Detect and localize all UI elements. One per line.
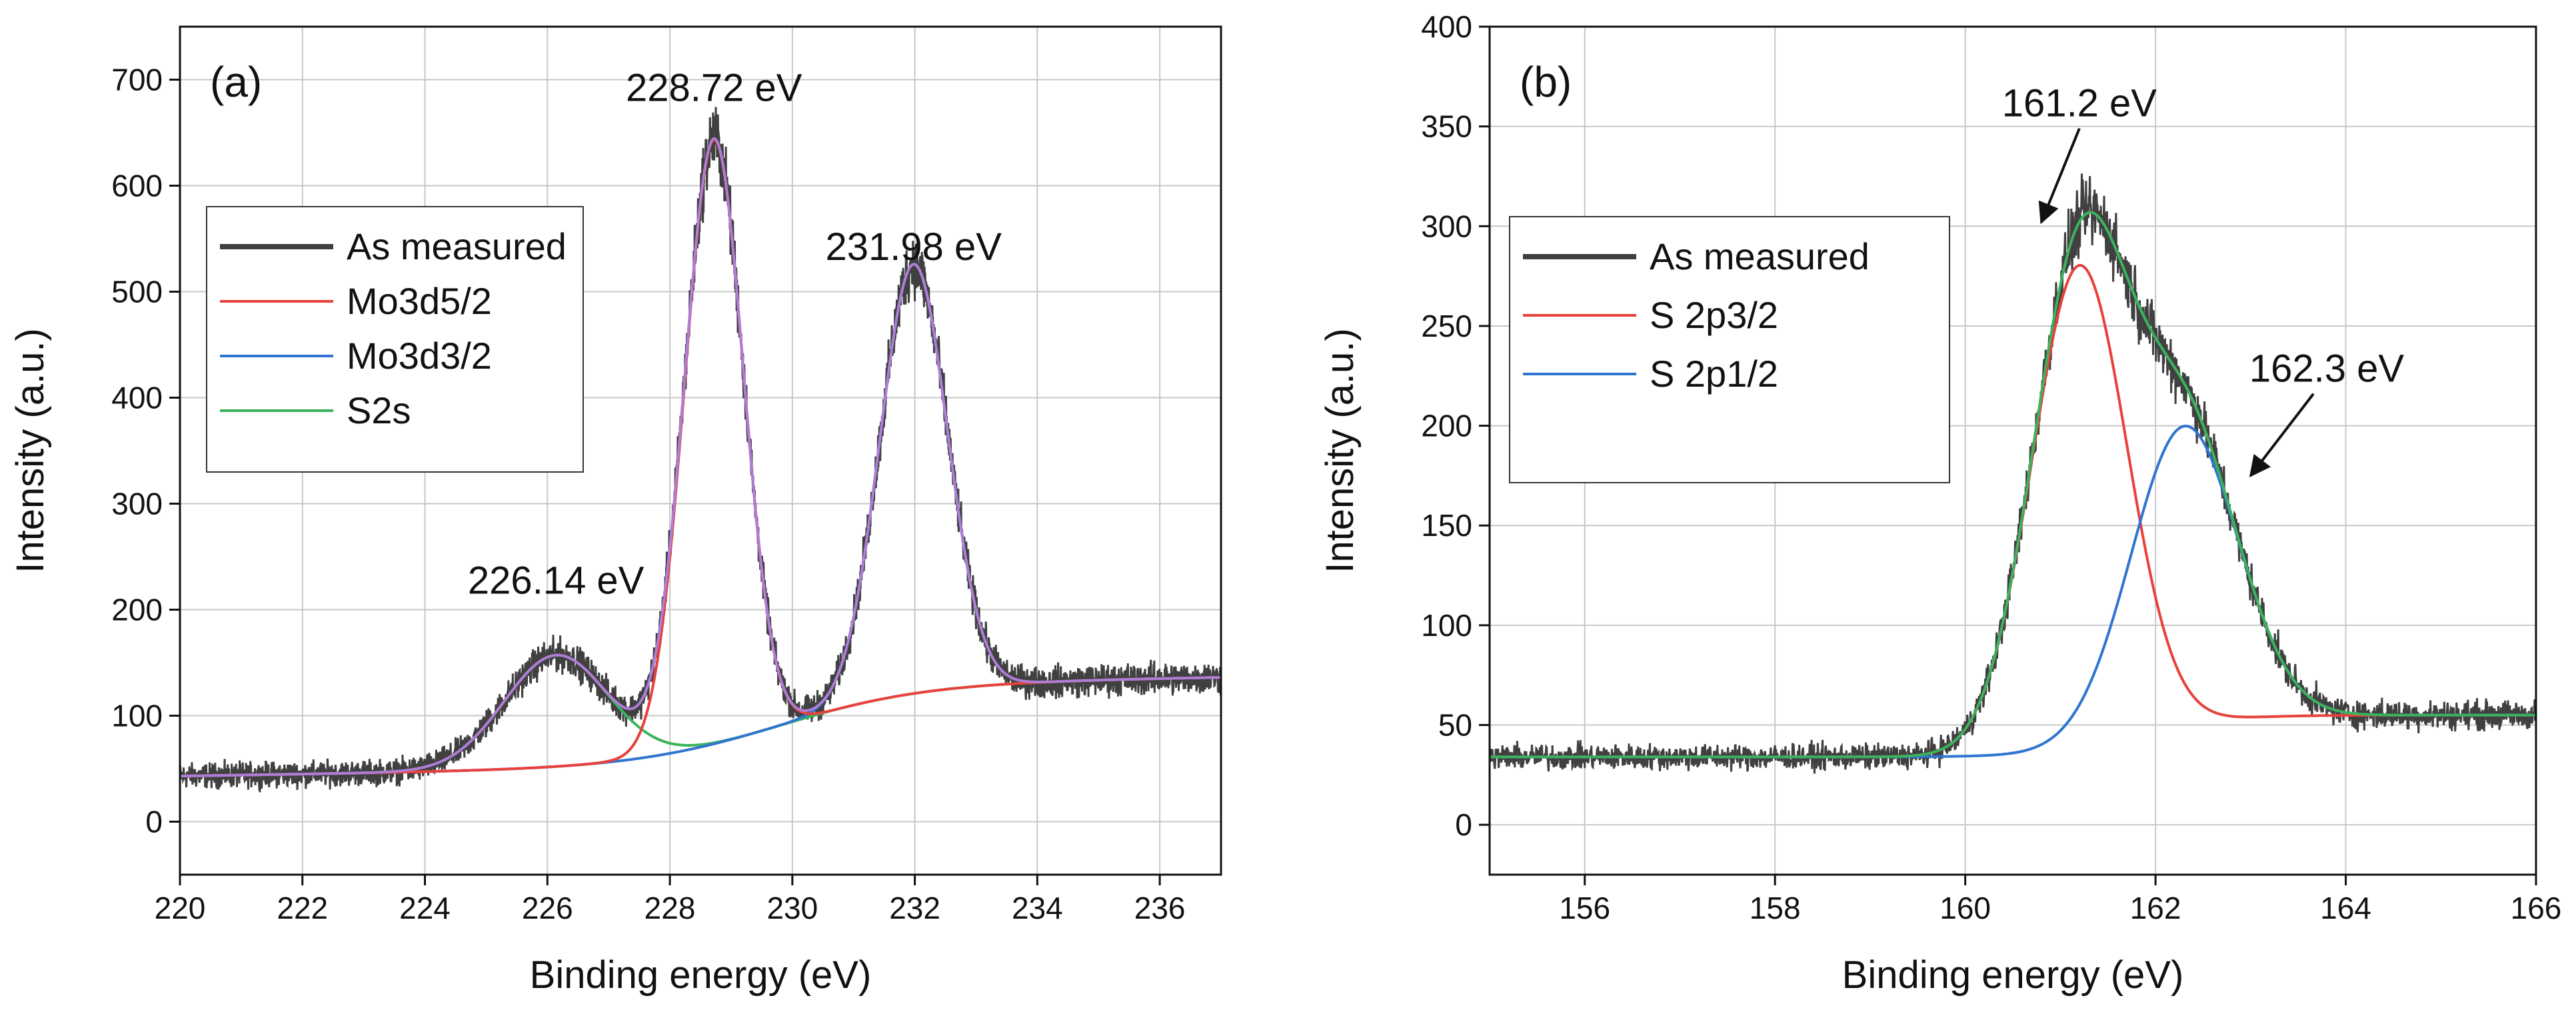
y-tick-label: 500 [111,275,163,309]
y-tick-label: 400 [111,381,163,415]
annotations: 161.2 eV 162.3 eV [2002,82,2405,477]
legend-label: S 2p1/2 [1650,353,1778,395]
legend-label: S 2p3/2 [1650,294,1778,336]
y-tick-label: 100 [111,699,163,733]
plot-frame [179,25,1222,876]
y-tick-label: 300 [111,487,163,521]
plot-area [180,107,1221,793]
axes: 156 158 160 162 164 166 0 50 100 150 200 250 300 350 4… [1421,9,2561,925]
y-tick-label: 350 [1421,109,1472,144]
peak-annotation: 162.3 eV [2249,347,2405,391]
peak-annotation: 161.2 eV [2002,82,2157,125]
x-tick-label: 222 [277,891,328,925]
x-tick-label: 166 [2511,891,2562,925]
measured-data-line [180,107,1221,793]
legend-label: As measured [1650,235,1870,277]
y-tick-label: 200 [111,593,163,627]
x-axis-title: Binding energy (eV) [1842,953,2184,997]
x-axis-title: Binding energy (eV) [530,953,872,997]
axes: 220 222 224 226 228 230 232 234 236 0 100 200 300 400… [111,63,1185,926]
x-tick-label: 158 [1750,891,1801,925]
x-tick-label: 224 [399,891,451,925]
panel-a: 220 222 224 226 228 230 232 234 236 0 100 200 300 400… [9,25,1222,997]
x-tick-label: 160 [1939,891,1991,925]
legend-box [1509,216,1950,483]
y-tick-label: 600 [111,169,163,203]
legend-label: S2s [347,389,411,431]
peak-annotation: 226.14 eV [468,559,644,603]
x-tick-label: 164 [2320,891,2371,925]
panel-label: (a) [210,58,262,106]
y-tick-label: 150 [1421,508,1472,543]
grid [180,27,1221,875]
annotations: 226.14 eV 228.72 eV 231.98 eV [468,66,1002,602]
legend: As measured S 2p3/2 S 2p1/2 [1509,216,1950,483]
envelope-curve [180,137,1221,778]
legend-label: Mo3d5/2 [347,280,492,322]
annotation-arrow [2038,127,2081,225]
peak-annotation: 228.72 eV [626,66,802,109]
x-tick-label: 162 [2130,891,2181,925]
y-tick-label: 700 [111,63,163,97]
y-axis-title: Intensity (a.u.) [9,328,52,573]
y-tick-label: 0 [1455,807,1472,842]
x-tick-label: 236 [1134,891,1186,925]
y-tick-label: 50 [1438,708,1472,743]
x-tick-label: 156 [1559,891,1610,925]
y-tick-label: 200 [1421,409,1472,443]
plot-area [1490,173,2536,774]
legend-box [206,206,584,473]
x-tick-label: 228 [644,891,696,925]
legend: As measured Mo3d5/2 Mo3d3/2 S2s [206,206,584,473]
plot-frame [1488,25,2537,876]
panel-label: (b) [1520,58,1572,106]
x-tick-label: 220 [155,891,206,925]
y-tick-label: 250 [1421,309,1472,343]
envelope-curve [1490,211,2536,759]
y-tick-label: 400 [1421,9,1472,44]
annotation-arrow [2249,393,2315,477]
legend-label: Mo3d3/2 [347,335,492,377]
x-tick-label: 232 [889,891,940,925]
x-tick-label: 230 [766,891,818,925]
peak-annotation: 231.98 eV [826,225,1002,269]
legend-label: As measured [347,225,567,267]
y-axis-title: Intensity (a.u.) [1318,328,1362,573]
x-tick-label: 226 [522,891,573,925]
y-tick-label: 300 [1421,209,1472,243]
y-tick-label: 0 [145,805,163,839]
x-tick-label: 234 [1012,891,1063,925]
y-tick-label: 100 [1421,608,1472,643]
panel-b: 156 158 160 162 164 166 0 50 100 150 200 250 300 350 4… [1318,9,2561,997]
